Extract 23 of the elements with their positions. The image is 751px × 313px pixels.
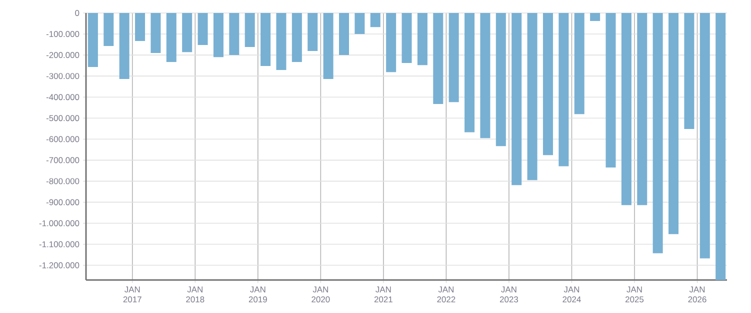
y-tick-label: -100.000 (46, 31, 80, 38)
y-tick-label: -500.000 (46, 115, 80, 122)
y-tick-label: -1.000.000 (39, 220, 80, 226)
y-tick-label: -1.100.000 (39, 241, 80, 248)
y-tick-label: -1.200.000 (39, 262, 80, 268)
y-tick-label: -600.000 (46, 136, 80, 142)
y-tick-label: -300.000 (46, 73, 80, 80)
x-tick-label: JAN 2019 (248, 286, 267, 302)
y-tick-label: -400.000 (46, 94, 80, 100)
y-tick-label: -200.000 (46, 52, 80, 58)
x-tick-label: JAN 2022 (437, 286, 456, 302)
x-tick-label: JAN 2021 (374, 286, 392, 302)
y-tick-label: -800.000 (46, 178, 80, 184)
x-tick-label: JAN 2026 (688, 286, 706, 302)
x-tick-label: JAN 2018 (186, 286, 204, 302)
x-tick-label: JAN 2023 (500, 286, 518, 302)
x-tick-label: JAN 2020 (312, 286, 330, 302)
x-tick-label: JAN 2024 (562, 286, 581, 302)
y-tick-label: 0 (75, 10, 80, 16)
y-tick-label: -900.000 (46, 199, 80, 206)
x-tick-label: JAN 2017 (123, 286, 142, 302)
y-tick-label: -700.000 (46, 157, 80, 164)
x-tick-label: JAN 2025 (625, 286, 644, 302)
